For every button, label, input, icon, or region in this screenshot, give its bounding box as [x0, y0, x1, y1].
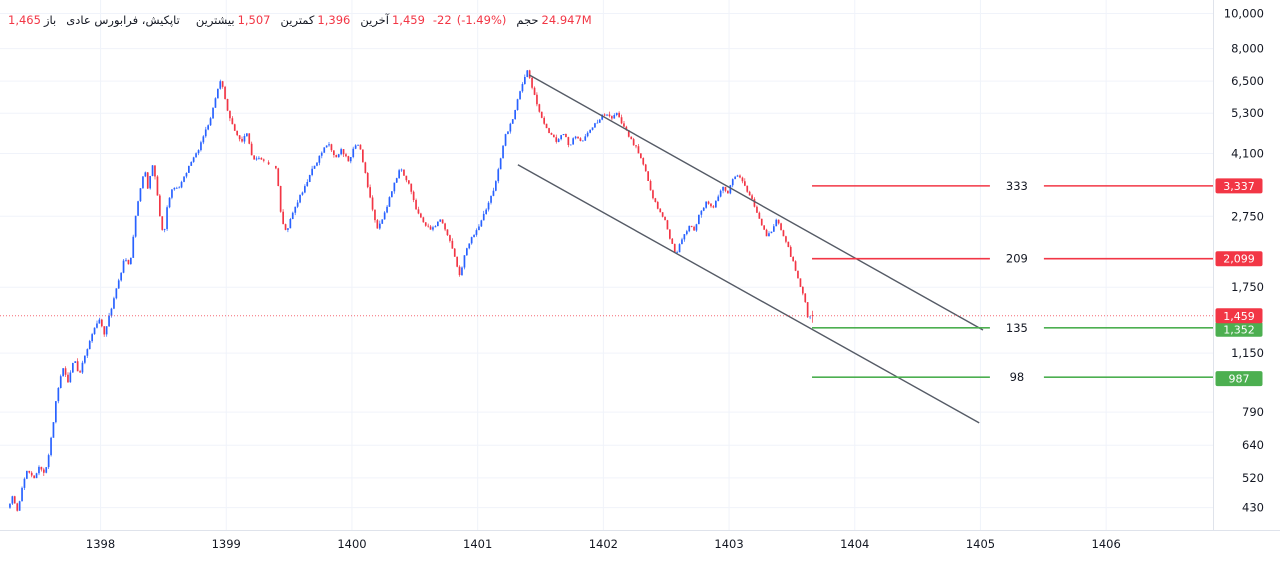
high-value: 1,507 [237, 13, 271, 27]
volume-label: حجم [516, 13, 539, 27]
price-badge-2099 [1215, 251, 1263, 267]
x-axis-tick: 1405 [966, 537, 995, 551]
x-axis-tick: 1398 [86, 537, 115, 551]
ray-label-135: 135 [1006, 321, 1028, 335]
price-badge-label: 2,099 [1223, 253, 1255, 266]
volume-value: 24.947M [541, 13, 592, 27]
x-axis-tick: 1403 [714, 537, 743, 551]
x-axis-tick: 1406 [1092, 537, 1121, 551]
y-axis-tick: 640 [1242, 438, 1264, 452]
candlesticks [9, 69, 814, 512]
y-axis-tick: 1,750 [1231, 280, 1264, 294]
change-value: -22 [432, 13, 452, 27]
y-axis-tick: 2,750 [1231, 209, 1264, 223]
y-axis-tick: 520 [1242, 471, 1264, 485]
y-axis-tick: 790 [1242, 405, 1264, 419]
open-value: 1,465 [8, 13, 41, 27]
x-axis-tick: 1400 [337, 537, 366, 551]
price-badge-1352 [1215, 321, 1263, 337]
symbol-name: تاپکیش، فرابورس عادی [66, 13, 180, 27]
price-badge-last [1215, 308, 1263, 324]
x-axis-tick: 1401 [463, 537, 492, 551]
y-axis-tick: 5,300 [1231, 106, 1264, 120]
price-badge-label: 987 [1229, 373, 1250, 386]
price-badge-label: 1,352 [1223, 323, 1255, 336]
y-axis-tick: 8,000 [1231, 42, 1264, 56]
last-value: 1,459 [391, 13, 425, 27]
low-label: کمترین [280, 13, 315, 27]
high-label: بیشترین [195, 13, 235, 27]
ray-label-98: 98 [1010, 370, 1025, 384]
trendline-channel-lower[interactable] [517, 164, 980, 424]
x-axis-tick: 1402 [589, 537, 618, 551]
last-label: آخرین [360, 13, 389, 27]
y-axis-tick: 430 [1242, 501, 1264, 515]
gridlines [0, 0, 1213, 530]
price-badge-label: 3,337 [1223, 180, 1255, 193]
price-badge-987 [1215, 371, 1263, 387]
y-axis-tick: 6,500 [1231, 74, 1264, 88]
x-axis-tick: 1404 [840, 537, 869, 551]
low-value: 1,396 [317, 13, 351, 27]
chart-legend: 1,465 باز تاپکیش، فرابورس عادی بیشترین 1… [8, 13, 592, 27]
trendline-channel-upper[interactable] [528, 74, 984, 331]
price-badge-label: 1,459 [1223, 310, 1255, 323]
change-percent: (-1.49%) [456, 13, 507, 27]
ray-label-333: 333 [1006, 179, 1028, 193]
ray-label-209: 209 [1006, 252, 1028, 266]
open-label: باز [43, 13, 57, 27]
y-axis-tick: 10,000 [1224, 7, 1264, 21]
y-axis-tick: 4,100 [1231, 147, 1264, 161]
y-axis-tick: 1,150 [1231, 346, 1264, 360]
x-axis-tick: 1399 [212, 537, 241, 551]
horizontal-rays[interactable]: 333 209 135 98 [812, 179, 1213, 384]
price-badge-3337 [1215, 178, 1263, 194]
trendline-channel[interactable] [517, 74, 984, 424]
